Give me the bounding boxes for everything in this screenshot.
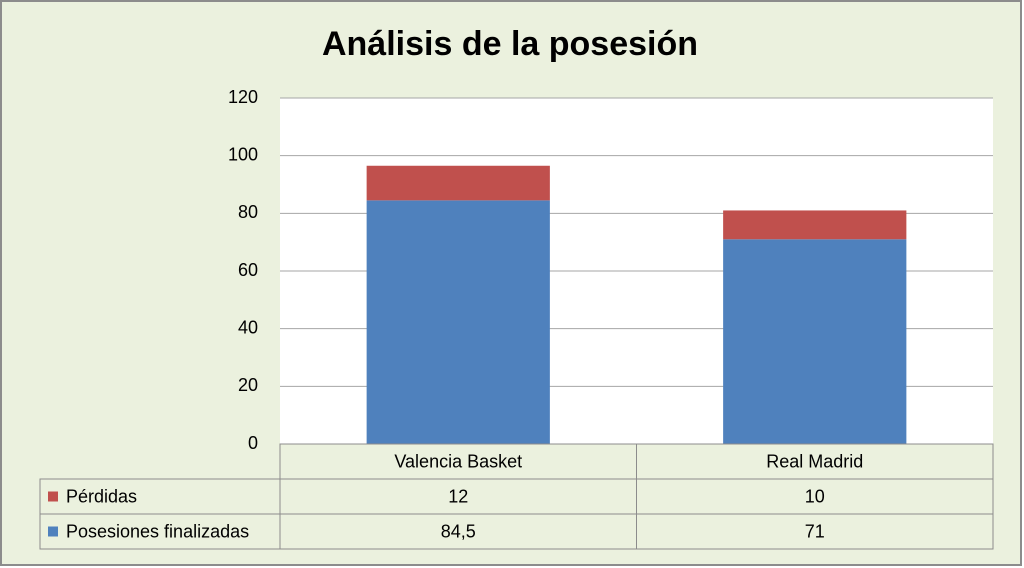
table-cell bbox=[636, 513, 994, 550]
legend-key bbox=[48, 526, 58, 537]
legend-key bbox=[48, 491, 58, 502]
y-tick-label: 20 bbox=[238, 375, 258, 395]
legend-label: Pérdidas bbox=[66, 486, 137, 506]
x-tick-label: Valencia Basket bbox=[394, 451, 522, 471]
table-value: 12 bbox=[448, 486, 468, 506]
y-tick-label: 40 bbox=[238, 317, 258, 337]
legend-label: Posesiones finalizadas bbox=[66, 521, 249, 541]
chart-title: Análisis de la posesión bbox=[322, 25, 698, 63]
y-tick-label: 120 bbox=[228, 87, 258, 107]
bar-segment bbox=[366, 200, 550, 444]
x-tick-label: Real Madrid bbox=[766, 451, 863, 471]
table-value: 71 bbox=[805, 521, 825, 541]
table-value: 84,5 bbox=[441, 521, 476, 541]
bar-segment bbox=[723, 239, 907, 444]
y-tick-label: 80 bbox=[238, 202, 258, 222]
bar-segment bbox=[723, 210, 907, 240]
y-tick-label: 100 bbox=[228, 144, 258, 164]
y-tick-label: 60 bbox=[238, 260, 258, 280]
y-tick-label: 0 bbox=[248, 433, 258, 453]
table-value: 10 bbox=[805, 486, 825, 506]
bar-segment bbox=[366, 165, 550, 201]
